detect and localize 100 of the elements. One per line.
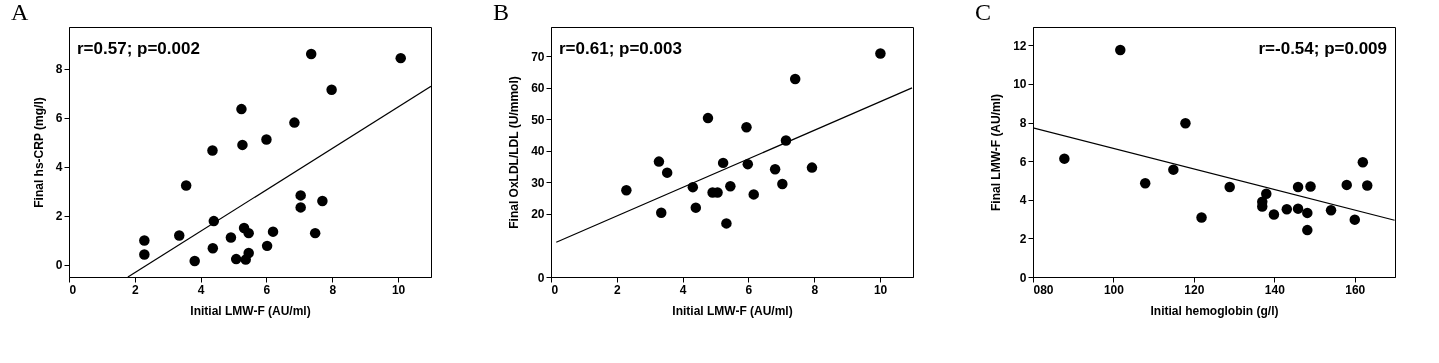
point xyxy=(1292,203,1304,214)
point xyxy=(777,178,788,190)
y-axis-title: Final hs-CRP (mg/l) xyxy=(31,97,46,208)
point xyxy=(139,235,150,246)
x-tick-label: 6 xyxy=(745,282,753,297)
annotation: r=0.61; p=0.003 xyxy=(559,39,682,58)
x-tick-label: 160 xyxy=(1345,282,1366,297)
y-tick-label: 2 xyxy=(55,209,63,224)
y-tick-label: 8 xyxy=(55,62,63,77)
point xyxy=(690,202,702,213)
y-tick-label: 10 xyxy=(1013,77,1027,92)
point xyxy=(236,103,247,115)
point xyxy=(1302,224,1313,236)
point xyxy=(806,162,818,173)
point xyxy=(1281,204,1293,215)
point xyxy=(207,243,219,254)
point xyxy=(661,167,673,178)
annotation: r=-0.54; p=0.009 xyxy=(1258,39,1387,58)
x-axis-title: Initial LMW-F (AU/ml) xyxy=(190,303,311,318)
point xyxy=(1139,177,1151,189)
y-tick-label: 70 xyxy=(531,49,545,64)
x-tick-label: 140 xyxy=(1264,282,1286,297)
chart-title: A xyxy=(11,0,29,25)
point xyxy=(240,254,251,265)
point xyxy=(1268,209,1280,220)
x-tick-label: 080 xyxy=(1033,282,1054,297)
point xyxy=(1261,188,1272,200)
point xyxy=(261,134,272,145)
point xyxy=(189,255,200,267)
point xyxy=(317,195,328,207)
y-tick-label: 60 xyxy=(531,81,545,96)
point xyxy=(289,117,300,128)
point xyxy=(1168,164,1179,175)
point xyxy=(1349,214,1361,225)
point xyxy=(225,232,237,243)
point xyxy=(261,240,273,252)
point xyxy=(295,190,306,201)
y-tick-label: 4 xyxy=(55,160,63,175)
annotation: r=0.57; p=0.002 xyxy=(77,39,200,58)
y-tick-label: 6 xyxy=(55,111,63,126)
point xyxy=(1325,204,1337,216)
x-tick-label: 0 xyxy=(69,282,77,297)
point xyxy=(267,226,279,237)
point xyxy=(1180,118,1191,129)
point xyxy=(725,180,736,192)
x-axis-title: Initial hemoglobin (g/l) xyxy=(1150,303,1279,318)
x-tick-label: 120 xyxy=(1184,282,1205,297)
point xyxy=(1305,181,1316,192)
y-tick-label: 40 xyxy=(531,144,545,159)
point xyxy=(326,84,337,95)
point xyxy=(309,227,321,239)
point xyxy=(1224,181,1235,193)
chart-title: B xyxy=(493,0,510,25)
point xyxy=(721,218,732,229)
y-axis-title: Final OxLDL/LDL (U/mmol) xyxy=(507,76,522,229)
point xyxy=(769,163,781,175)
x-axis-title: Initial LMW-F (AU/ml) xyxy=(672,303,793,318)
point xyxy=(305,48,317,60)
point xyxy=(180,180,192,191)
point xyxy=(1292,181,1304,193)
x-tick-label: 8 xyxy=(329,282,337,297)
point xyxy=(1302,207,1313,219)
y-tick-label: 4 xyxy=(1019,193,1027,208)
y-tick-label: 20 xyxy=(531,207,545,222)
point xyxy=(742,158,754,170)
x-tick-label: 4 xyxy=(679,282,687,297)
point xyxy=(621,185,632,196)
x-tick-label: 6 xyxy=(263,282,271,297)
point xyxy=(1115,44,1126,56)
y-tick-label: 0 xyxy=(1019,270,1027,285)
point xyxy=(789,73,801,85)
y-axis-title: Final LMW-F (AU/ml) xyxy=(989,93,1004,212)
point xyxy=(702,112,714,124)
y-tick-label: 0 xyxy=(55,258,63,273)
x-tick-label: 2 xyxy=(131,282,139,297)
point xyxy=(741,122,752,133)
point xyxy=(237,139,248,151)
point xyxy=(139,249,150,260)
point xyxy=(295,202,306,213)
point xyxy=(1362,180,1373,191)
point xyxy=(875,48,886,59)
y-tick-label: 8 xyxy=(1019,116,1027,131)
point xyxy=(1059,153,1070,164)
x-tick-label: 10 xyxy=(391,282,406,297)
y-tick-label: 0 xyxy=(537,270,545,285)
x-tick-label: 4 xyxy=(197,282,205,297)
y-tick-label: 6 xyxy=(1019,154,1027,169)
y-tick-label: 50 xyxy=(531,112,545,127)
x-tick-label: 0 xyxy=(551,282,559,297)
point xyxy=(1357,157,1369,168)
y-tick-label: 2 xyxy=(1019,231,1027,246)
chart-title: C xyxy=(975,0,992,25)
y-tick-label: 30 xyxy=(531,175,545,190)
x-tick-label: 2 xyxy=(613,282,621,297)
point xyxy=(243,227,254,239)
point xyxy=(1196,212,1207,223)
point xyxy=(1341,179,1352,191)
point xyxy=(748,189,759,200)
point xyxy=(230,253,242,265)
point xyxy=(174,230,185,241)
